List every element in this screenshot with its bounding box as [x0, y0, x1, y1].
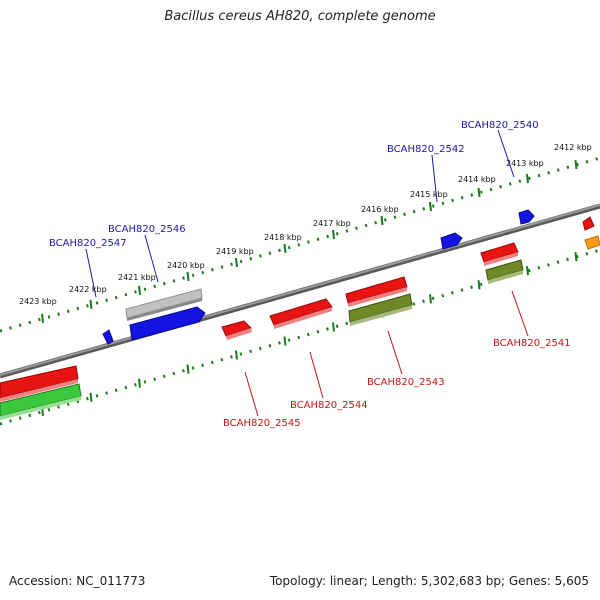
major-tick	[138, 378, 141, 388]
scale-label-2421: 2421 kbp	[118, 273, 156, 282]
accession-text: Accession: NC_011773	[9, 574, 146, 588]
gene-small-blue-2[interactable]	[440, 232, 463, 250]
major-tick	[41, 313, 44, 324]
major-tick	[186, 271, 190, 282]
major-tick	[138, 285, 141, 296]
gene-features	[0, 209, 600, 420]
scale-label-2423: 2423 kbp	[19, 297, 57, 306]
major-tick	[283, 243, 287, 254]
map-title: Bacillus cereus AH820, complete genome	[164, 9, 436, 24]
major-tick	[89, 392, 93, 402]
major-tick	[574, 159, 578, 170]
gene-small-red-edge[interactable]	[582, 216, 595, 231]
major-tick	[332, 229, 335, 240]
gene-label-bcah820-2541[interactable]: BCAH820_2541	[493, 338, 571, 349]
gene-bcah820-2546-shadow	[127, 298, 202, 321]
gene-small-orange-edge[interactable]	[584, 235, 600, 250]
scale-label-2413: 2413 kbp	[506, 159, 544, 168]
genome-summary-text: Topology: linear; Length: 5,302,683 bp; …	[269, 574, 589, 588]
major-tick	[477, 187, 481, 198]
scale-label-2417: 2417 kbp	[313, 219, 351, 228]
gene-bcah820-2545-shadow	[226, 328, 252, 340]
major-tick	[429, 294, 432, 304]
scale-label-2415: 2415 kbp	[410, 190, 448, 199]
genome-backbone	[0, 203, 600, 379]
scale-label-2419: 2419 kbp	[216, 247, 254, 256]
scale-label-2422: 2422 kbp	[69, 285, 107, 294]
major-tick	[380, 215, 384, 226]
major-tick	[235, 350, 238, 360]
scale-label-2412: 2412 kbp	[554, 143, 592, 152]
gene-left-red-shadow	[0, 379, 78, 402]
gene-small-blue-1[interactable]	[102, 329, 114, 345]
gene-bcah820-2543-red-shadow	[348, 287, 407, 307]
major-tick	[89, 299, 93, 310]
major-tick	[477, 280, 481, 290]
major-tick	[235, 257, 238, 268]
scale-label-2414: 2414 kbp	[458, 175, 496, 184]
scale-labels: 2412 kbp 2413 kbp 2414 kbp 2415 kbp 2416…	[19, 143, 592, 306]
gene-labels: BCAH820_2540 BCAH820_2542 BCAH820_2546 B…	[49, 120, 571, 429]
label-leaders	[85, 129, 529, 417]
scale-label-2416: 2416 kbp	[361, 205, 399, 214]
gene-bcah820-2544-shadow	[274, 307, 332, 329]
upper-scale-ruler	[0, 156, 600, 333]
gene-bcah820-2540[interactable]	[518, 209, 535, 225]
gene-label-bcah820-2544[interactable]: BCAH820_2544	[290, 400, 368, 411]
major-tick	[283, 336, 287, 346]
scale-label-2420: 2420 kbp	[167, 261, 205, 270]
gene-label-bcah820-2543[interactable]: BCAH820_2543	[367, 377, 445, 388]
major-tick	[332, 322, 335, 332]
gene-label-bcah820-2545[interactable]: BCAH820_2545	[223, 418, 301, 429]
major-tick	[429, 201, 432, 212]
gene-bcah820-2543-shadow	[350, 305, 412, 326]
gene-bcah820-2547[interactable]	[129, 306, 206, 341]
gene-bcah820-2541-shadow	[488, 270, 523, 284]
scale-label-2418: 2418 kbp	[264, 233, 302, 242]
major-tick	[526, 173, 529, 184]
gene-label-bcah820-2547[interactable]: BCAH820_2547	[49, 238, 127, 249]
gene-label-bcah820-2542[interactable]: BCAH820_2542	[387, 144, 465, 155]
gene-bcah820-2541-red-shadow	[484, 252, 518, 266]
gene-left-green-shadow	[0, 396, 81, 420]
gene-label-bcah820-2546[interactable]: BCAH820_2546	[108, 224, 186, 235]
major-tick	[186, 364, 190, 374]
gene-label-bcah820-2540[interactable]: BCAH820_2540	[461, 120, 539, 131]
major-tick	[574, 251, 578, 262]
major-tick	[526, 266, 529, 276]
